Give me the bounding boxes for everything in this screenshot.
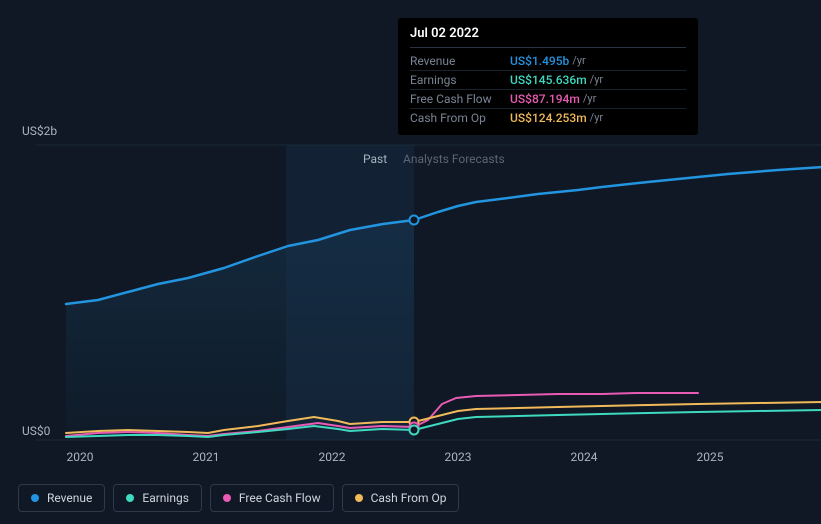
legend-label: Cash From Op [371,491,447,505]
x-axis-label: 2024 [571,450,598,464]
legend-label: Free Cash Flow [239,491,321,505]
tooltip-row: Cash From OpUS$124.253m/yr [410,109,686,127]
x-axis-label: 2020 [67,450,94,464]
legend-item-earnings[interactable]: Earnings [113,484,202,512]
x-axis-label: 2023 [445,450,472,464]
tooltip-row-label: Revenue [410,54,510,68]
forecast-label: Analysts Forecasts [403,152,505,166]
past-label: Past [363,152,387,166]
legend-item-revenue[interactable]: Revenue [18,484,105,512]
tooltip-row-value: US$87.194m [510,92,580,106]
legend-item-cashFromOp[interactable]: Cash From Op [342,484,460,512]
tooltip-row-value: US$1.495b [510,54,569,68]
tooltip-row-value: US$124.253m [510,111,587,125]
tooltip-row-label: Earnings [410,73,510,87]
tooltip-row-unit: /yr [590,111,603,125]
legend-label: Earnings [142,491,189,505]
tooltip-row: Free Cash FlowUS$87.194m/yr [410,90,686,109]
y-axis-label: US$0 [22,424,50,438]
x-axis-label: 2021 [193,450,220,464]
legend-label: Revenue [47,491,92,505]
y-axis-label: US$2b [22,124,57,138]
tooltip-row-value: US$145.636m [510,73,587,87]
x-axis-label: 2025 [697,450,724,464]
legend-dot-icon [355,494,363,502]
chart-legend: Revenue Earnings Free Cash Flow Cash From O… [18,484,459,512]
legend-dot-icon [126,494,134,502]
legend-dot-icon [31,494,39,502]
x-axis-label: 2022 [319,450,346,464]
tooltip-title: Jul 02 2022 [410,26,686,48]
tooltip-row-label: Cash From Op [410,111,510,125]
tooltip-row-unit: /yr [583,92,596,106]
tooltip-row-unit: /yr [590,73,603,87]
legend-dot-icon [223,494,231,502]
chart-tooltip: Jul 02 2022 RevenueUS$1.495b/yrEarningsU… [398,18,698,135]
tooltip-row-label: Free Cash Flow [410,92,510,106]
tooltip-row: EarningsUS$145.636m/yr [410,71,686,90]
legend-item-freeCashFlow[interactable]: Free Cash Flow [210,484,334,512]
tooltip-row: RevenueUS$1.495b/yr [410,52,686,71]
tooltip-row-unit: /yr [572,54,585,68]
